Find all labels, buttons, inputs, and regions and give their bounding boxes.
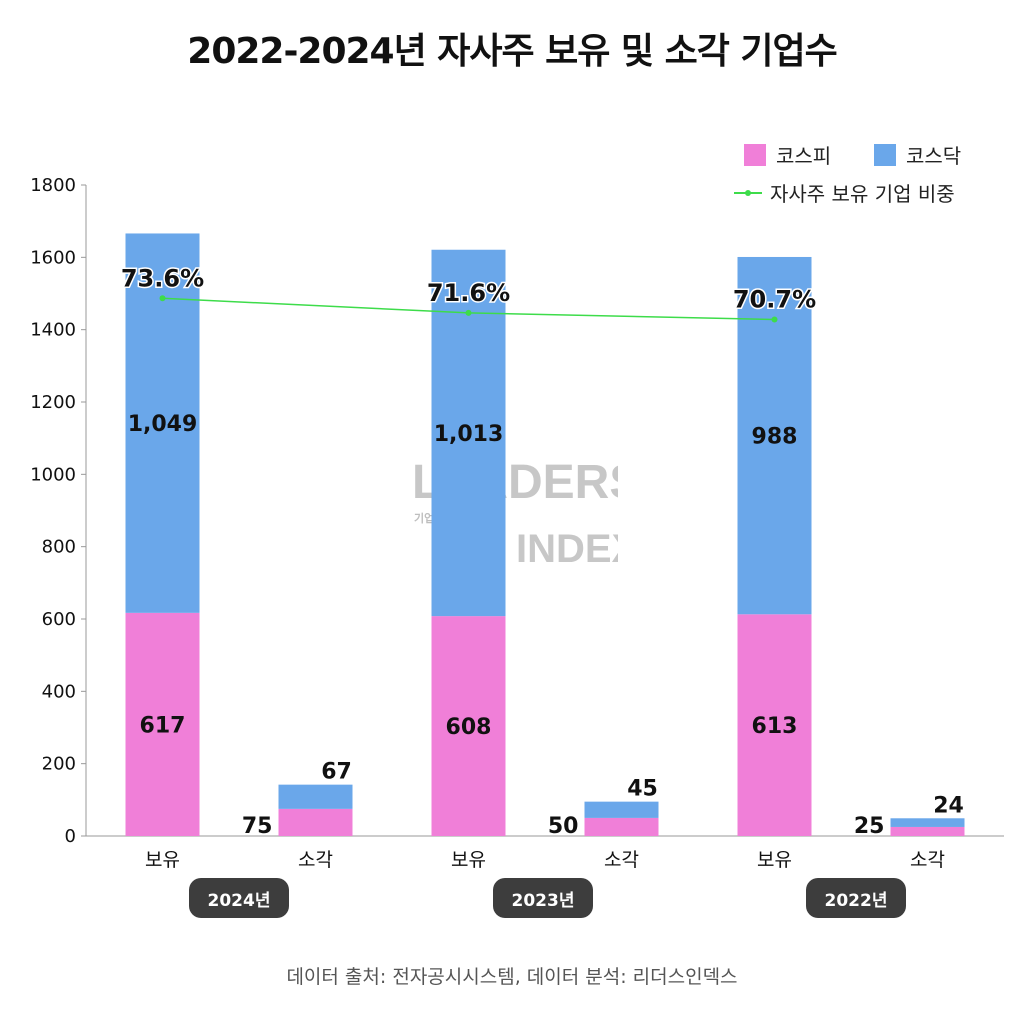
ratio-label: 71.6% [427, 279, 510, 307]
bar-kosdaq [278, 784, 353, 809]
data-label-kosdaq: 1,013 [434, 422, 504, 447]
data-source: 데이터 출처: 전자공시시스템, 데이터 분석: 리더스인덱스 [286, 966, 738, 988]
y-tick-label: 1800 [30, 175, 76, 196]
data-label-kospi: 617 [140, 713, 186, 738]
data-label-kosdaq: 67 [321, 760, 352, 785]
legend-kosdaq: 코스닥 [874, 140, 961, 169]
data-label-kospi: 613 [752, 714, 798, 739]
ratio-label: 73.6% [121, 264, 204, 292]
x-tick-label: 소각 [910, 849, 945, 871]
kospi-swatch [744, 143, 766, 166]
bar-kospi [890, 826, 965, 836]
y-tick-label: 200 [42, 754, 76, 775]
legend-ratio-label: 자사주 보유 기업 비중 [770, 182, 955, 206]
y-tick-label: 1000 [30, 464, 76, 485]
bar-kospi [431, 616, 506, 836]
legend-ratio: 자사주 보유 기업 비중 [734, 178, 955, 207]
y-tick-label: 0 [65, 826, 76, 847]
x-tick-label: 보유 [451, 849, 486, 871]
bar-kospi [584, 817, 659, 836]
legend-kosdaq-label: 코스닥 [906, 144, 962, 168]
y-tick-label: 1200 [30, 392, 76, 413]
kosdaq-swatch [874, 143, 896, 166]
data-label-kosdaq: 1,049 [128, 412, 198, 437]
data-label-kospi: 50 [548, 814, 579, 839]
ratio-point [159, 295, 166, 302]
x-tick-label: 소각 [604, 849, 639, 871]
y-tick-label: 400 [42, 681, 76, 702]
x-tick-label: 보유 [145, 849, 180, 871]
legend-kospi-label: 코스피 [776, 144, 832, 168]
year-pill-2023: 2023년 [493, 878, 593, 918]
ratio-label: 70.7% [733, 285, 816, 313]
bar-kospi [737, 614, 812, 836]
ratio-line-swatch [734, 189, 762, 196]
data-label-kospi: 75 [242, 814, 273, 839]
ratio-point [465, 309, 472, 316]
bar-kospi [125, 612, 200, 836]
y-tick-label: 800 [42, 537, 76, 558]
x-tick-label: 보유 [757, 849, 792, 871]
y-tick-label: 1400 [30, 320, 76, 341]
ratio-point [771, 316, 778, 323]
y-tick-label: 1600 [30, 247, 76, 268]
bar-kosdaq [584, 801, 659, 818]
chart-title: 2022-2024년 자사주 보유 및 소각 기업수 [187, 31, 837, 72]
year-pill-2024: 2024년 [189, 878, 289, 918]
data-label-kosdaq: 45 [627, 777, 658, 802]
x-tick-label: 소각 [298, 849, 333, 871]
bar-kosdaq [890, 818, 965, 827]
y-tick-label: 600 [42, 609, 76, 630]
data-label-kospi: 608 [446, 715, 492, 740]
data-label-kosdaq: 988 [752, 425, 798, 450]
data-label-kosdaq: 24 [933, 793, 964, 818]
year-pill-2022: 2022년 [806, 878, 906, 918]
bar-kospi [278, 808, 353, 836]
data-label-kospi: 25 [854, 814, 885, 839]
legend-kospi: 코스피 [744, 140, 831, 169]
